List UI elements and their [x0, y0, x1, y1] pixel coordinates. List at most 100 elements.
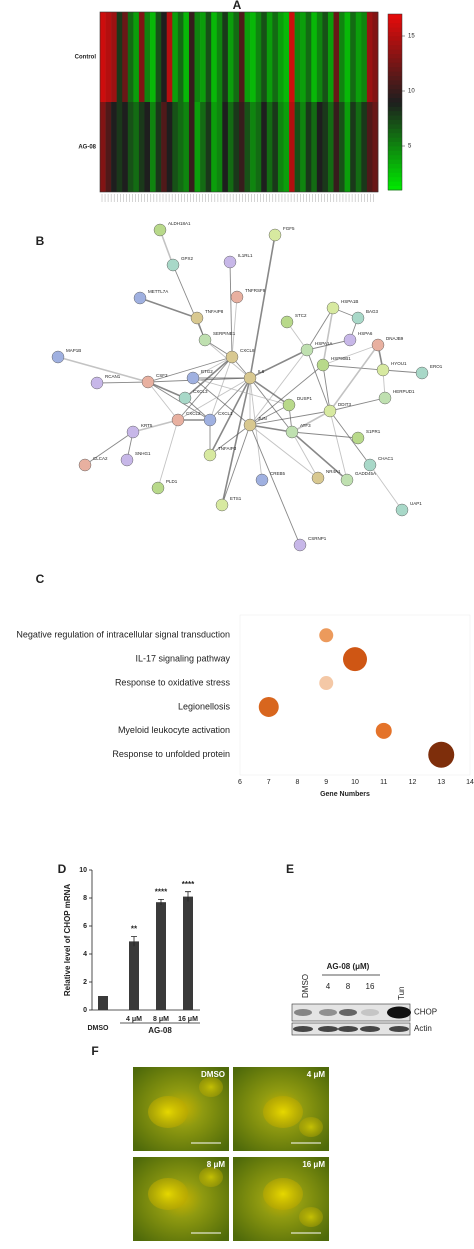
heatmap-cell [316, 102, 323, 192]
heatmap-cell [305, 12, 312, 102]
heatmap-cell [144, 102, 151, 192]
micrograph-label: 4 μM [307, 1070, 326, 1079]
nucleus [148, 1096, 188, 1128]
heatmap-cell [322, 12, 329, 102]
network-node [243, 371, 257, 385]
y-axis-title: Relative level of CHOP mRNA [63, 884, 72, 997]
plot-area [239, 614, 471, 776]
blot-band [387, 1006, 411, 1019]
network-node [378, 391, 392, 405]
nucleus [199, 1167, 223, 1187]
network-edge [291, 410, 331, 433]
network-edge [249, 424, 319, 479]
network-edge [249, 410, 331, 426]
nucleus [299, 1207, 323, 1227]
x-category-label: 16 μM [178, 1016, 198, 1023]
heatmap-cell [366, 102, 373, 192]
network-edge [306, 339, 351, 351]
heatmap-cell [272, 102, 279, 192]
network-node [178, 391, 192, 405]
node-label: METTL7A [148, 289, 168, 294]
colorbar-label: 10 [408, 89, 415, 95]
network-node [190, 311, 204, 325]
heatmap-cell [105, 12, 112, 102]
x-tick-label: 9 [324, 779, 328, 786]
network-edge [329, 344, 379, 412]
x-tick-label: 10 [351, 779, 359, 786]
network-edge [249, 377, 290, 406]
heatmap-cell [244, 12, 251, 102]
network-edge [209, 377, 251, 456]
heatmap-cell [144, 12, 151, 102]
network-node [371, 338, 385, 352]
heatmap-cell [361, 102, 368, 192]
heatmap-cell [200, 102, 206, 192]
network-node [186, 371, 200, 385]
network-node [293, 538, 307, 552]
network-edge [329, 397, 386, 412]
node-label: DUSP1 [297, 396, 313, 401]
network-edge [249, 404, 290, 426]
node-label: GADD45A [355, 471, 376, 476]
colorbar-step [388, 27, 402, 32]
blot-group-label: AG-08 (μM) [327, 962, 370, 971]
y-category-label: Legionellosis [178, 701, 231, 711]
node-label: HERPUD1 [393, 389, 415, 394]
network-edge [306, 307, 334, 351]
heatmap-cell [233, 102, 240, 192]
colorbar-step [388, 88, 402, 94]
panel-label: B [36, 234, 45, 248]
colorbar-step [388, 80, 402, 85]
heatmap-cell [239, 102, 245, 192]
x-axis-title: Gene Numbers [320, 791, 370, 798]
heatmap-cell [172, 102, 179, 192]
node-label: S1PR1 [366, 429, 381, 434]
network-edge [249, 349, 308, 426]
network-node [280, 315, 294, 329]
network-edge [192, 377, 251, 426]
heatmap-cell [183, 12, 190, 102]
heatmap-cell [211, 102, 218, 192]
node-label: CREB5 [270, 471, 286, 476]
node-label: CXCL1 [218, 411, 233, 416]
node-label: CHAC1 [378, 456, 394, 461]
heatmap-cell [355, 12, 362, 102]
node-label: TNFRSF9 [245, 288, 266, 293]
network-node [326, 301, 340, 315]
heatmap-cell [155, 102, 162, 192]
heatmap-border [99, 11, 379, 193]
network-edge [249, 349, 308, 379]
y-tick-label: 2 [83, 979, 87, 986]
heatmap-cell [272, 12, 279, 102]
colorbar-step [388, 102, 402, 107]
node-label: CSRNP1 [308, 536, 327, 541]
network-edge [291, 431, 359, 439]
network-node [351, 431, 365, 445]
node-label: ETS1 [230, 496, 242, 501]
node-label: MAP1B [66, 348, 81, 353]
micrograph-label: 16 μM [302, 1160, 325, 1169]
network-edge [249, 234, 276, 379]
colorbar-step [388, 119, 402, 125]
significance: **** [155, 888, 168, 897]
heatmap-cell [244, 102, 251, 192]
heatmap-cell [266, 12, 273, 102]
colorbar-step [388, 168, 402, 173]
heatmap-cell [188, 12, 195, 102]
colorbar-step [388, 66, 402, 72]
error-bar [158, 899, 164, 905]
node-label: ALDH18A1 [168, 221, 191, 226]
network-node [215, 498, 229, 512]
network-edge [209, 424, 251, 456]
node-label: GPX2 [181, 256, 194, 261]
heatmap-cell [150, 12, 156, 102]
network-edge [249, 424, 293, 433]
lane-label: DMSO [301, 974, 310, 998]
blot-band [339, 1009, 357, 1016]
network-node [285, 425, 299, 439]
significance: **** [182, 880, 195, 889]
node-label: JUN [258, 416, 267, 421]
colorbar-step [388, 115, 402, 120]
network-edge [249, 364, 324, 426]
network-node [225, 350, 239, 364]
